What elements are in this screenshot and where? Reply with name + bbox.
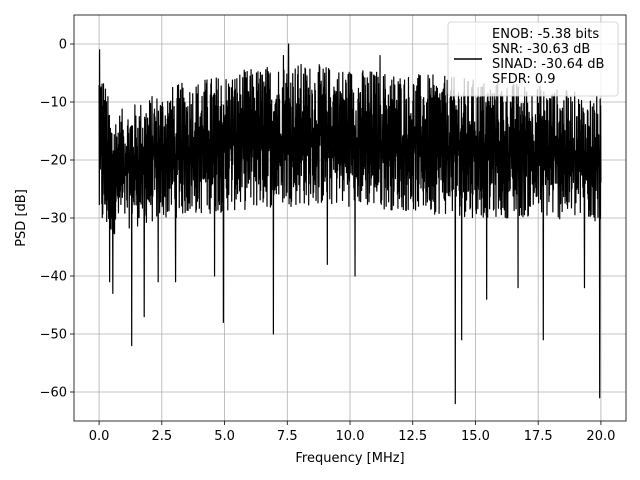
y-tick-label: −40 <box>40 270 67 285</box>
legend-entry-snr: SNR: -30.63 dB <box>492 42 590 57</box>
y-axis-label: PSD [dB] <box>14 189 29 247</box>
y-tick-label: −60 <box>40 386 67 401</box>
y-tick-label: −10 <box>40 96 67 111</box>
y-tick-label: −30 <box>40 212 67 227</box>
legend-entry-sfdr: SFDR: 0.9 <box>492 72 556 87</box>
legend-entry-sinad: SINAD: -30.64 dB <box>492 57 604 72</box>
x-tick-label: 12.5 <box>398 429 427 444</box>
legend-entry-enob: ENOB: -5.38 bits <box>492 27 599 42</box>
x-tick-label: 17.5 <box>524 429 553 444</box>
x-axis-label: Frequency [MHz] <box>295 451 404 466</box>
x-tick-label: 2.5 <box>151 429 172 444</box>
x-tick-label: 7.5 <box>277 429 298 444</box>
x-tick-label: 20.0 <box>586 429 615 444</box>
legend: ENOB: -5.38 bits SNR: -30.63 dB SINAD: -… <box>447 21 619 97</box>
x-tick-label: 15.0 <box>461 429 490 444</box>
plot-area <box>98 43 602 405</box>
y-axis-ticks: 0 −10 −20 −30 −40 −50 −60 <box>40 38 74 401</box>
y-tick-label: −20 <box>40 154 67 169</box>
y-tick-label: 0 <box>59 38 67 53</box>
x-tick-label: 10.0 <box>336 429 365 444</box>
x-tick-label: 5.0 <box>214 429 235 444</box>
x-axis-ticks: 0.0 2.5 5.0 7.5 10.0 12.5 15.0 17.5 20.0 <box>89 421 615 444</box>
y-tick-label: −50 <box>40 328 67 343</box>
psd-series-line <box>98 43 602 405</box>
x-tick-label: 0.0 <box>89 429 110 444</box>
legend-box <box>447 21 619 97</box>
